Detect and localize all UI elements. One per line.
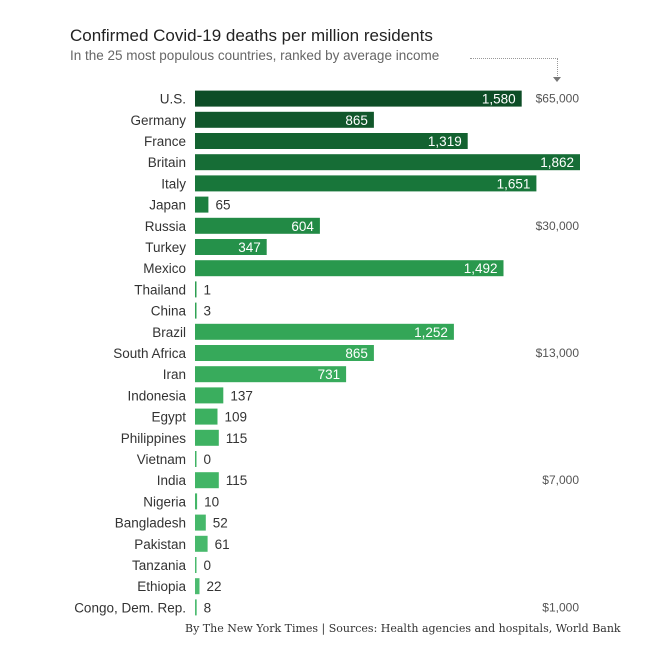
- category-label: Japan: [149, 198, 186, 213]
- bar: [195, 430, 219, 446]
- income-tick-label: $13,000: [536, 346, 580, 360]
- category-label: India: [157, 473, 187, 488]
- category-label: Ethiopia: [137, 579, 186, 594]
- category-label: Britain: [148, 155, 186, 170]
- category-label: Thailand: [134, 282, 186, 297]
- category-label: France: [144, 134, 186, 149]
- category-label: South Africa: [113, 346, 186, 361]
- bar: [195, 599, 197, 615]
- data-label: 731: [318, 367, 341, 382]
- category-label: Pakistan: [134, 537, 186, 552]
- category-label: Iran: [163, 367, 186, 382]
- income-tick-label: $1,000: [542, 600, 579, 614]
- category-label: Congo, Dem. Rep.: [74, 600, 186, 615]
- income-tick-label: $65,000: [536, 92, 580, 106]
- bar: [195, 260, 504, 276]
- data-label: 604: [291, 219, 314, 234]
- data-label: 65: [215, 198, 230, 213]
- bar: [195, 493, 197, 509]
- data-label: 1: [204, 282, 212, 297]
- category-label: China: [151, 304, 187, 319]
- bar: [195, 303, 197, 319]
- data-label: 1,252: [414, 325, 448, 340]
- data-label: 3: [204, 304, 212, 319]
- data-label: 1,319: [428, 134, 462, 149]
- category-label: U.S.: [160, 92, 186, 107]
- bar: [195, 536, 208, 552]
- data-label: 52: [213, 516, 228, 531]
- category-label: Indonesia: [127, 388, 186, 403]
- category-label: Tanzania: [132, 558, 187, 573]
- bar: [195, 515, 206, 531]
- bar: [195, 91, 522, 107]
- category-label: Philippines: [121, 431, 187, 446]
- data-label: 61: [215, 537, 230, 552]
- source-credit: By The New York Times | Sources: Health …: [185, 622, 621, 635]
- data-label: 22: [207, 579, 222, 594]
- data-label: 109: [225, 410, 248, 425]
- category-label: Nigeria: [143, 494, 186, 509]
- data-label: 10: [204, 494, 219, 509]
- data-label: 865: [345, 113, 368, 128]
- data-label: 8: [204, 600, 212, 615]
- data-label: 347: [238, 240, 261, 255]
- bar: [195, 387, 223, 403]
- data-label: 1,651: [497, 176, 531, 191]
- category-label: Russia: [145, 219, 187, 234]
- category-label: Germany: [130, 113, 186, 128]
- bar: [195, 451, 197, 467]
- data-label: 0: [204, 452, 212, 467]
- bar: [195, 281, 197, 297]
- data-label: 137: [230, 388, 253, 403]
- bar: [195, 557, 197, 573]
- bar: [195, 197, 208, 213]
- data-label: 865: [345, 346, 368, 361]
- income-tick-label: $30,000: [536, 219, 580, 233]
- bar: [195, 133, 468, 149]
- data-label: 1,862: [540, 155, 574, 170]
- bar-chart: U.S. 1,580Germany 865France 1,319Britain 1,8…: [0, 0, 650, 653]
- category-label: Mexico: [143, 261, 186, 276]
- bar: [195, 578, 200, 594]
- category-label: Turkey: [145, 240, 186, 255]
- data-label: 1,492: [464, 261, 498, 276]
- bar: [195, 472, 219, 488]
- data-label: 0: [204, 558, 212, 573]
- category-label: Egypt: [151, 410, 186, 425]
- bar: [195, 409, 218, 425]
- data-label: 115: [226, 431, 248, 446]
- category-label: Bangladesh: [115, 516, 186, 531]
- data-label: 115: [226, 473, 248, 488]
- bar: [195, 175, 536, 191]
- category-label: Vietnam: [137, 452, 186, 467]
- bar: [195, 154, 580, 170]
- category-label: Brazil: [152, 325, 186, 340]
- category-label: Italy: [161, 176, 186, 191]
- income-tick-label: $7,000: [542, 473, 579, 487]
- data-label: 1,580: [482, 92, 516, 107]
